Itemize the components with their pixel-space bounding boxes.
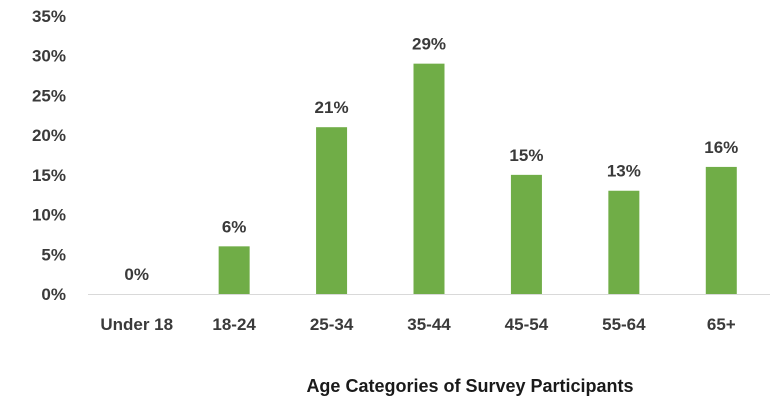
bar [218,246,250,294]
y-tick-label: 20% [32,126,66,145]
bar [510,174,542,294]
bar [705,166,737,294]
x-tick-label: 55-64 [602,315,646,334]
y-tick-label: 15% [32,166,66,185]
data-label: 13% [607,162,641,181]
y-tick-label: 35% [32,7,66,26]
y-tick-label: 25% [32,86,66,105]
x-tick-label: 25-34 [310,315,354,334]
y-axis-ticks: 0% 5% 10% 15% 20% 25% 30% 35% [32,7,66,304]
data-labels-group: 0% 6% 21% 29% 15% 13% 16% [124,35,738,284]
y-tick-label: 0% [41,285,66,304]
bar [413,63,445,295]
y-tick-label: 10% [32,206,66,225]
data-label: 0% [124,265,149,284]
x-tick-label: 45-54 [505,315,549,334]
data-label: 21% [315,98,349,117]
y-tick-label: 30% [32,47,66,66]
x-tick-label: 18-24 [212,315,256,334]
x-axis-title: Age Categories of Survey Participants [306,376,633,396]
data-label: 15% [509,146,543,165]
y-tick-label: 5% [41,245,66,264]
x-tick-label: 65+ [707,315,736,334]
bar [316,127,348,294]
x-axis-ticks: Under 18 18-24 25-34 35-44 45-54 55-64 65+ [100,315,735,334]
bars-group [218,63,737,295]
x-tick-label: 35-44 [407,315,451,334]
data-label: 29% [412,35,446,54]
bar [608,190,640,294]
data-label: 6% [222,217,247,236]
data-label: 16% [704,138,738,157]
x-tick-label: Under 18 [100,315,173,334]
